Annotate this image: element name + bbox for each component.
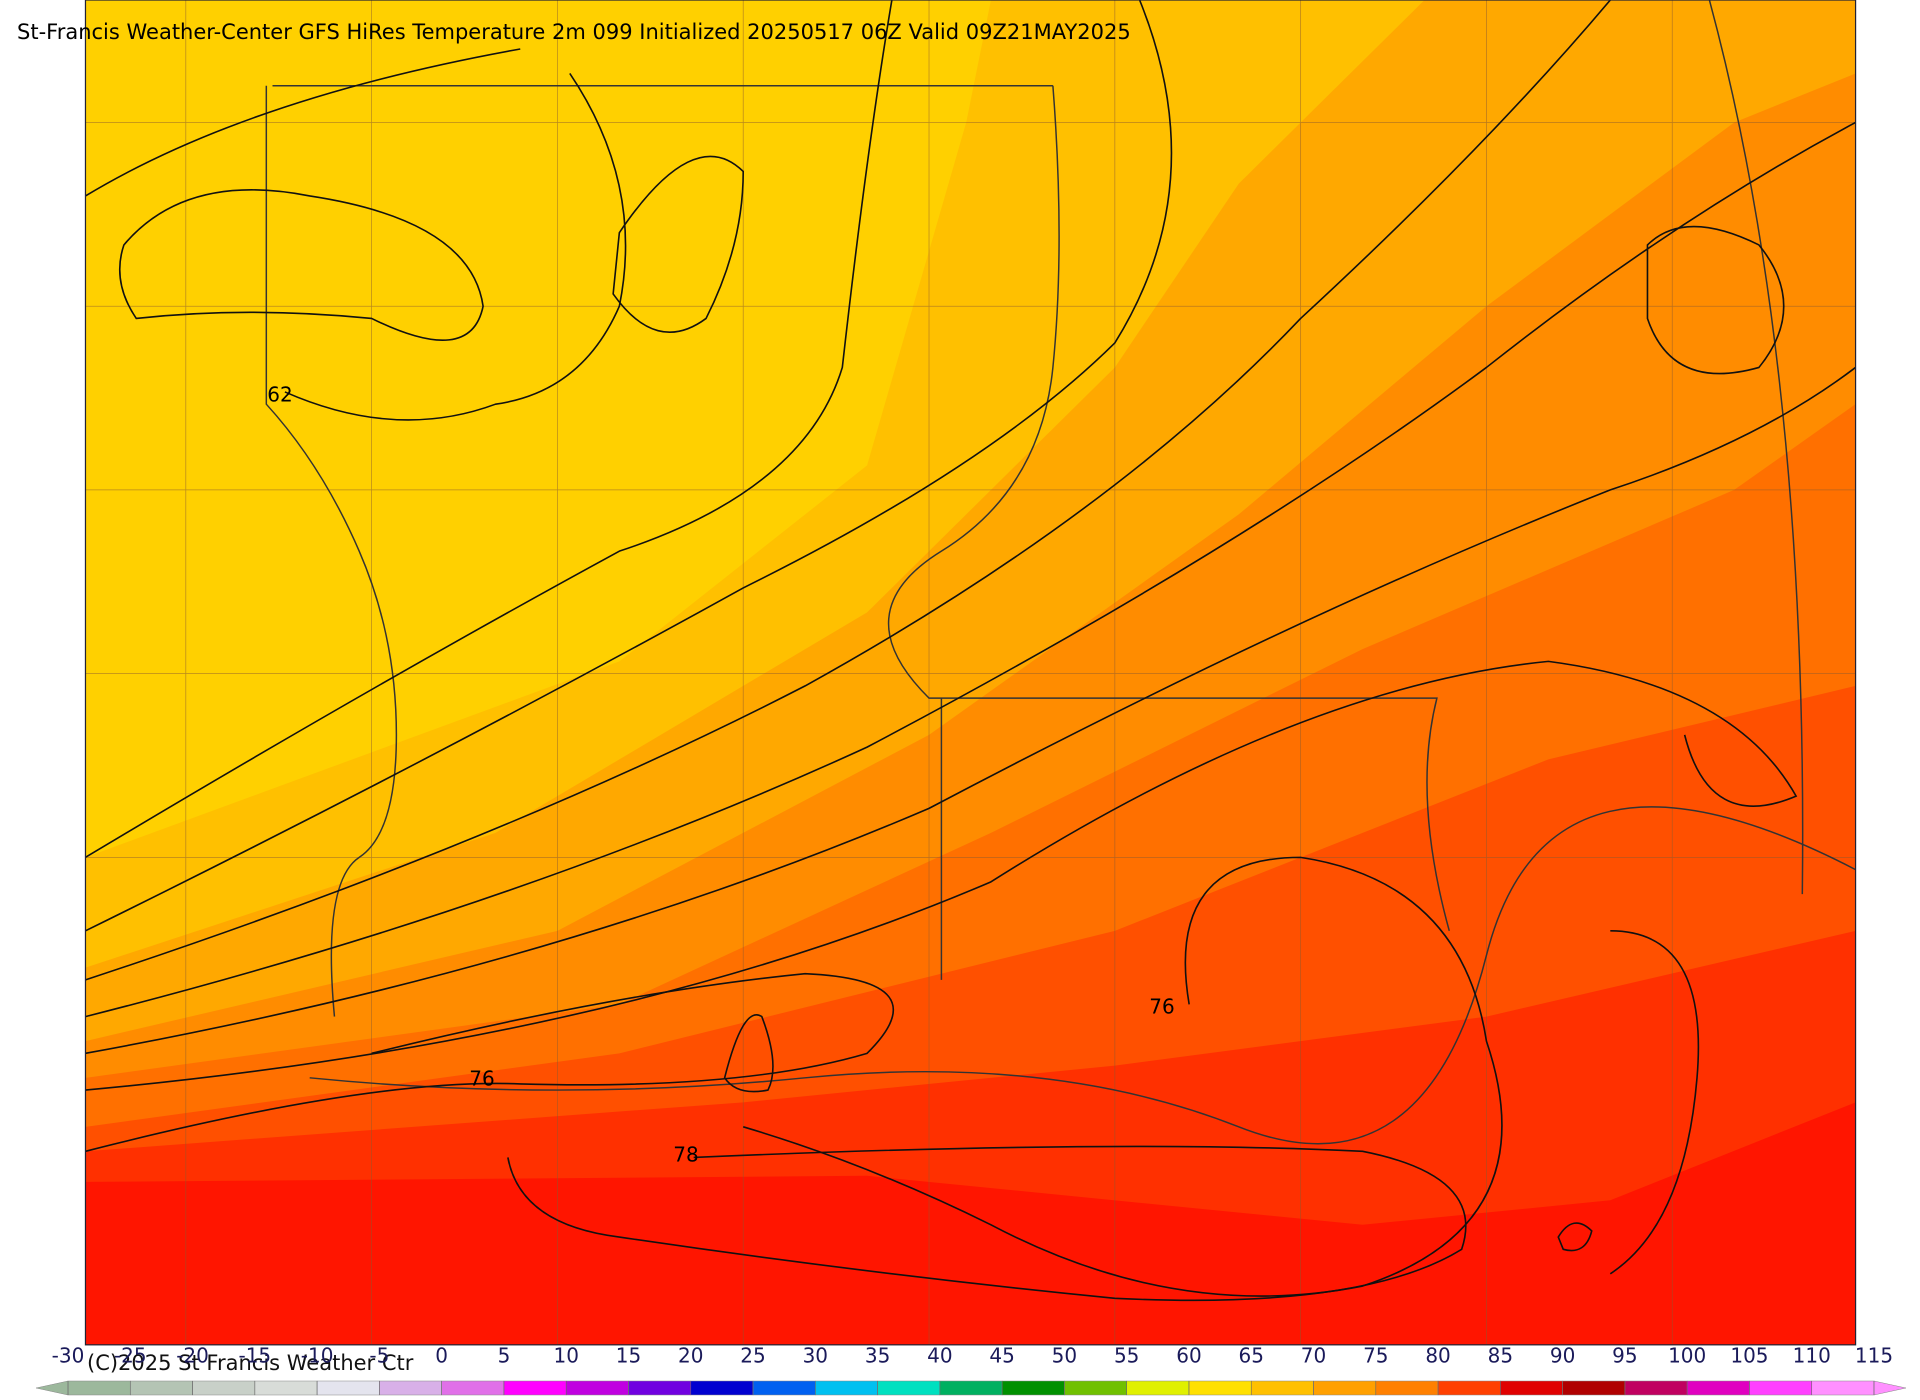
contour xyxy=(507,1145,1467,1302)
colorbar-cell xyxy=(1188,1380,1252,1396)
contour xyxy=(723,1014,1593,1252)
contour xyxy=(85,121,1856,1018)
colorbar-cell xyxy=(690,1380,754,1396)
colorbar-cell xyxy=(503,1380,567,1396)
contour xyxy=(1609,225,1785,1275)
colorbar-cell xyxy=(1624,1380,1688,1396)
contour xyxy=(85,0,893,859)
contour xyxy=(118,189,484,341)
colorbar-arrow xyxy=(35,1380,69,1396)
colorbar-label: 95 xyxy=(1612,1344,1637,1368)
colorbar-cell xyxy=(1562,1380,1626,1396)
colorbar-label: 50 xyxy=(1052,1344,1077,1368)
county-lines xyxy=(85,0,1856,1345)
copyright: (C)2025 St Francis Weather Ctr xyxy=(87,1351,414,1375)
colorbar-label: 25 xyxy=(740,1344,765,1368)
state-borders xyxy=(265,0,1804,1017)
colorbar-label: 40 xyxy=(927,1344,952,1368)
colorbar-cell xyxy=(316,1380,380,1396)
colorbar-cell xyxy=(1001,1380,1065,1396)
colorbar-label: -15 xyxy=(238,1344,271,1368)
title: St-Francis Weather-Center GFS HiRes Temp… xyxy=(17,20,1131,44)
colorbar-label: 90 xyxy=(1550,1344,1575,1368)
colorbar-label: 55 xyxy=(1114,1344,1139,1368)
colorbar-cell xyxy=(1126,1380,1190,1396)
colorbar-label: 70 xyxy=(1301,1344,1326,1368)
coastline xyxy=(309,806,1856,1145)
colorbar-cell xyxy=(815,1380,878,1396)
colorbar-label: -5 xyxy=(369,1344,389,1368)
colorbar-label: 45 xyxy=(989,1344,1014,1368)
colorbar-cell xyxy=(628,1380,692,1396)
colorbar-cell xyxy=(1250,1380,1314,1396)
colorbar-cell xyxy=(877,1380,941,1396)
colorbar-label: 5 xyxy=(498,1344,511,1368)
contour xyxy=(742,856,1503,1297)
contour xyxy=(85,972,895,1153)
contour xyxy=(612,155,745,333)
colorbar-cell xyxy=(1811,1380,1875,1396)
contour xyxy=(85,48,627,421)
colorbar-label: 20 xyxy=(678,1344,703,1368)
contour-label: 78 xyxy=(673,1143,698,1167)
colorbar-label: 85 xyxy=(1488,1344,1513,1368)
contour-label: 76 xyxy=(1149,995,1174,1019)
colorbar-cell xyxy=(379,1380,442,1396)
colorbar-cell xyxy=(752,1380,816,1396)
colorbar-label: 30 xyxy=(803,1344,828,1368)
contour xyxy=(85,0,1611,981)
colorbar-cell xyxy=(1313,1380,1377,1396)
colorbar-cell xyxy=(1064,1380,1127,1396)
contour-label: 76 xyxy=(469,1067,494,1091)
colorbar-cell xyxy=(1375,1380,1439,1396)
map-frame xyxy=(84,0,1857,1346)
colorbar-cell xyxy=(130,1380,193,1396)
colorbar-label: 100 xyxy=(1668,1344,1706,1368)
colorbar-label: 60 xyxy=(1176,1344,1201,1368)
contour xyxy=(85,660,1798,1091)
contour xyxy=(85,0,1173,932)
colorbar-label: 0 xyxy=(435,1344,448,1368)
colorbar-cell xyxy=(1686,1380,1750,1396)
colorbar-label: -10 xyxy=(301,1344,334,1368)
colorbar-label: -30 xyxy=(52,1344,85,1368)
map-field xyxy=(84,0,1857,1346)
colorbar-cell xyxy=(441,1380,505,1396)
colorbar-label: 65 xyxy=(1239,1344,1264,1368)
colorbar-cell xyxy=(565,1380,629,1396)
colorbar-label: 105 xyxy=(1730,1344,1768,1368)
colorbar-label: 115 xyxy=(1855,1344,1893,1368)
contour xyxy=(85,366,1857,1055)
colorbar-label: -25 xyxy=(114,1344,147,1368)
colorbar-cell xyxy=(1500,1380,1563,1396)
colorbar-label: 10 xyxy=(553,1344,578,1368)
colorbar-label: 80 xyxy=(1425,1344,1450,1368)
colorbar-cell xyxy=(67,1380,131,1396)
colorbar-label: -20 xyxy=(176,1344,209,1368)
colorbar-cell xyxy=(192,1380,256,1396)
colorbar-cell xyxy=(1749,1380,1812,1396)
colorbar-label: 35 xyxy=(865,1344,890,1368)
colorbar-cell xyxy=(254,1380,318,1396)
contour-label: 62 xyxy=(267,383,292,407)
colorbar-label: 110 xyxy=(1793,1344,1831,1368)
colorbar-label: 75 xyxy=(1363,1344,1388,1368)
colorbar-cell xyxy=(939,1380,1003,1396)
band xyxy=(85,1102,1856,1345)
colorbar-label: 15 xyxy=(616,1344,641,1368)
colorbar-arrow xyxy=(1873,1380,1907,1396)
colorbar-cell xyxy=(1437,1380,1501,1396)
